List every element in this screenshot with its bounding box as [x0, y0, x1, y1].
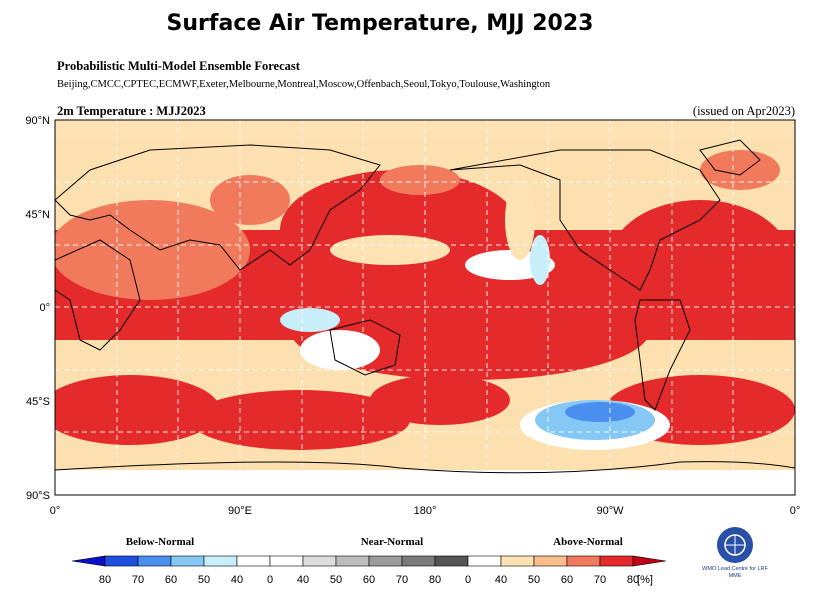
colorbar-label: 70: [132, 574, 144, 586]
lat-label: 45°N: [25, 209, 50, 221]
colorbar-label: 50: [330, 574, 342, 586]
colorbar-label: 40: [297, 574, 309, 586]
colorbar-end: [632, 555, 667, 567]
lat-label: 45°S: [26, 396, 50, 408]
colorbar-segment: [269, 555, 304, 567]
colorbar-label: 40: [495, 574, 507, 586]
lon-label: 90°E: [228, 505, 252, 517]
logo-text: WMO Lead Centre for LRF MME: [702, 566, 768, 579]
lon-labels: 0° 90°E 180° 90°W 0°: [50, 505, 801, 517]
colorbar-unit: [%]: [637, 574, 653, 586]
colorbar-label: 80: [99, 574, 111, 586]
lon-label: 0°: [50, 505, 61, 517]
colorbar-label: 80: [429, 574, 441, 586]
colorbar-label: 50: [528, 574, 540, 586]
colorbar-segment: [170, 555, 205, 567]
colorbar-segment: [302, 555, 337, 567]
colorbar-end: [71, 555, 106, 567]
legend-group: Near-Normal: [361, 536, 424, 548]
lon-label: 0°: [790, 505, 801, 517]
colorbar-segment: [467, 555, 502, 567]
colorbar-segment: [236, 555, 271, 567]
colorbar-segment: [203, 555, 238, 567]
subtitle: Probabilistic Multi-Model Ensemble Forec…: [57, 59, 301, 73]
legend-group: Above-Normal: [553, 536, 623, 548]
colorbar-segment: [599, 555, 634, 567]
colorbar-segment: [500, 555, 535, 567]
colorbar-segment: [533, 555, 568, 567]
title: Surface Air Temperature, MJJ 2023: [167, 11, 594, 36]
colorbar-label: 50: [198, 574, 210, 586]
colorbar-label: 40: [231, 574, 243, 586]
map: [54, 119, 796, 496]
legend-group: Below-Normal: [126, 536, 194, 548]
colorbar-label: 0: [465, 574, 471, 586]
centres: Beijing,CMCC,CPTEC,ECMWF,Exeter,Melbourn…: [57, 79, 551, 90]
colorbar-segment: [566, 555, 601, 567]
colorbar-segment: [401, 555, 436, 567]
lat-labels: 90°N 45°N 0° 45°S 90°S: [25, 115, 50, 502]
colorbar-label: 60: [363, 574, 375, 586]
issued: (issued on Apr2023): [693, 104, 795, 118]
logo: WMO Lead Centre for LRF MME: [702, 527, 768, 579]
colorbar-segment: [137, 555, 172, 567]
legend: Below-Normal Near-Normal Above-Normal 80…: [71, 536, 667, 586]
colorbar-label: 60: [165, 574, 177, 586]
colorbar-segment: [335, 555, 370, 567]
lat-label: 90°S: [26, 490, 50, 502]
lon-label: 90°W: [596, 505, 624, 517]
colorbar-segment: [368, 555, 403, 567]
colorbar-label: 80: [627, 574, 639, 586]
lon-label: 180°: [414, 505, 437, 517]
colorbar-label: 70: [396, 574, 408, 586]
logo-text-box: WMO Lead Centre for LRF MME: [702, 566, 768, 579]
colorbar-label: 70: [594, 574, 606, 586]
colorbar-label: 60: [561, 574, 573, 586]
colorbar-segment: [434, 555, 469, 567]
colorbar-label: 0: [267, 574, 273, 586]
colorbar-segment: [104, 555, 139, 567]
lat-label: 90°N: [25, 115, 50, 127]
lat-label: 0°: [39, 302, 50, 314]
map-label: 2m Temperature : MJJ2023: [57, 104, 206, 118]
